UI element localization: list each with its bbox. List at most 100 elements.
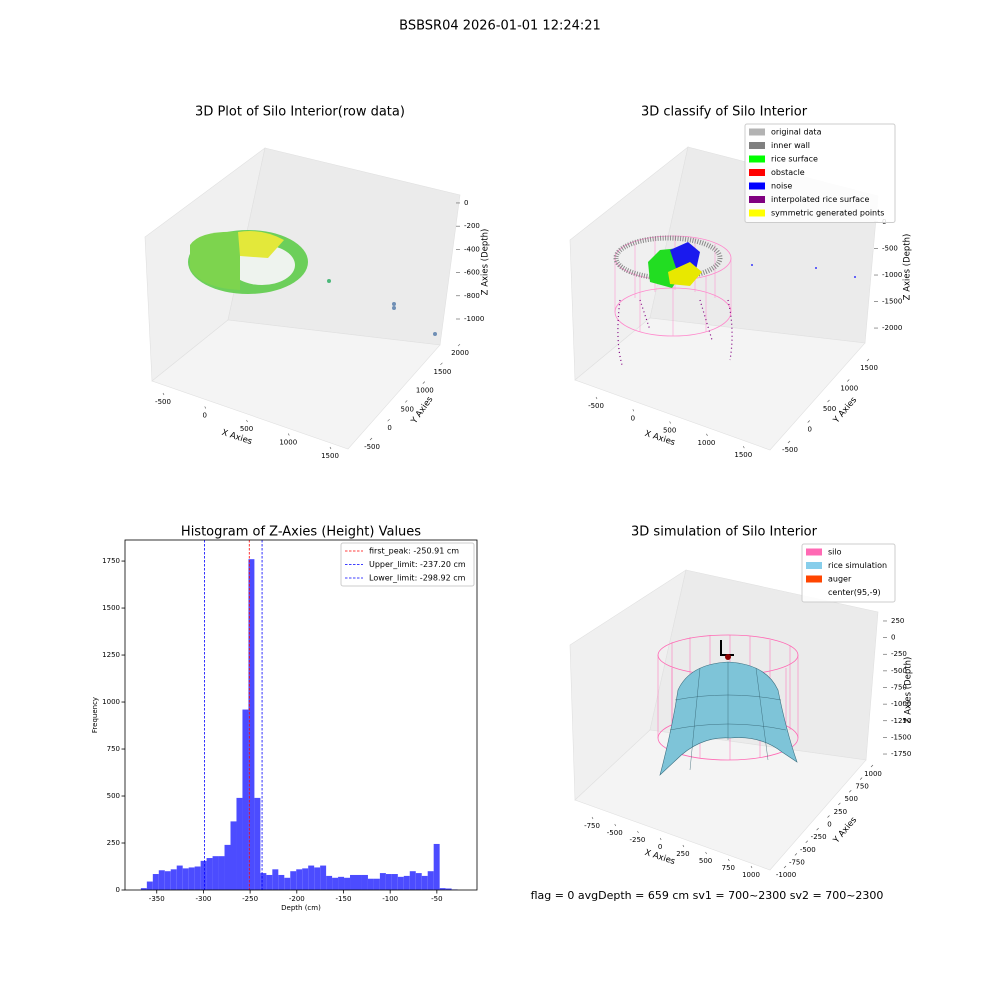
histogram-bar [355, 874, 362, 890]
tick-mark [246, 419, 248, 423]
legend-label: rice surface [771, 155, 818, 164]
point-cloud [188, 230, 437, 336]
x-tick-label: 0 [203, 412, 207, 420]
z-axis-label: Z Axies (Depth) [904, 657, 914, 724]
y-tick-label: 1750 [102, 557, 120, 565]
simulation [657, 634, 799, 776]
tick-mark [162, 392, 165, 396]
legend-box [744, 123, 896, 223]
z-tick-label: -1500 [882, 298, 902, 306]
histogram-bar [344, 877, 351, 890]
x-tick-label: -250 [630, 836, 646, 844]
point [751, 264, 753, 266]
tick-mark [838, 802, 841, 806]
histogram-bar [302, 868, 309, 890]
y-tick-label: 1000 [864, 770, 882, 778]
legend-label: Upper_limit: -237.20 cm [369, 560, 466, 569]
x-tick-label: -500 [155, 398, 171, 406]
y-tick-label: 1250 [102, 651, 120, 659]
histogram-bar [152, 874, 159, 890]
noise [670, 242, 700, 270]
tick-mark [750, 865, 753, 869]
z-tick-label: -1000 [891, 700, 911, 708]
y-tick-label: 1000 [416, 387, 434, 395]
histogram-bar [385, 874, 392, 890]
histogram-bar [272, 869, 279, 890]
legend-label: obstacle [771, 168, 805, 177]
histogram-bar [445, 888, 452, 890]
histogram-bar [230, 821, 237, 890]
histogram-bar [254, 797, 261, 890]
interpolated [617, 299, 733, 366]
z-tick-label: -750 [891, 684, 907, 692]
legend-box [340, 542, 475, 587]
y-tick-label: 500 [107, 792, 120, 800]
histogram-bar [296, 869, 303, 890]
x-tick-label: 1000 [698, 439, 716, 447]
z-tick-label: 0 [891, 634, 895, 642]
histogram-bar [164, 871, 171, 890]
tick-mark [794, 853, 798, 856]
x-tick-label: 1000 [742, 871, 760, 879]
x-tick-label: -200 [289, 895, 305, 903]
tick-mark [807, 420, 810, 423]
cloud-top [238, 231, 284, 258]
pane-floor [151, 319, 441, 450]
y-tick-label: 1000 [840, 385, 858, 393]
tick-mark [859, 777, 863, 780]
point [815, 267, 817, 269]
z-tick-label: -1000 [882, 271, 902, 279]
legend-label: silo [828, 548, 842, 557]
x-tick-label: -100 [382, 895, 398, 903]
histogram-bar [439, 888, 446, 890]
inner-wall [613, 235, 723, 281]
pane-floor [574, 317, 866, 451]
tick-mark [659, 837, 662, 841]
legend-swatch [749, 155, 765, 163]
histogram-bar [290, 871, 297, 890]
y-tick-label: 1000 [102, 698, 120, 706]
x-tick-label: -250 [242, 895, 258, 903]
z-tick-label: -500 [882, 245, 898, 253]
y-tick-label: 2000 [451, 349, 469, 357]
legend-label: Lower_limit: -298.92 cm [369, 574, 466, 583]
y-tick-label: 500 [823, 405, 836, 413]
histogram-bar [212, 856, 219, 890]
tick-mark [632, 409, 635, 412]
x-tick-label: -500 [588, 402, 604, 410]
histogram-bar [415, 873, 422, 890]
histogram-bar [236, 797, 243, 890]
histogram-bar [361, 874, 368, 890]
histogram-bar [266, 874, 273, 890]
legend-swatch [749, 169, 765, 176]
tick-mark [805, 840, 808, 843]
histogram-bar [308, 865, 315, 890]
tick-mark [682, 844, 685, 848]
z-tick-label: -1250 [891, 717, 911, 725]
y-tick-label: -500 [800, 846, 816, 854]
y-tick-label: -500 [782, 446, 798, 454]
point [854, 276, 856, 278]
histogram-bar [176, 865, 183, 890]
x-tick-label: -150 [336, 895, 352, 903]
x-tick-label: 250 [676, 850, 689, 858]
legend-swatch [806, 548, 822, 556]
legend-label: symmetric generated points [771, 209, 884, 218]
x-tick-label: -350 [149, 895, 165, 903]
y-tick-label: 500 [845, 795, 858, 803]
x-tick-label: -300 [195, 895, 211, 903]
x-tick-label: 500 [663, 427, 676, 435]
histogram-bar [188, 867, 195, 890]
auger [725, 654, 731, 660]
histogram-bar [200, 860, 207, 890]
legend-label: center(95,-9) [828, 588, 881, 597]
tick-mark [728, 858, 730, 862]
tick-mark [287, 433, 290, 436]
tick-mark [706, 433, 708, 436]
cloud-left [190, 231, 240, 290]
histogram-bar [140, 888, 147, 890]
y-tick-label: -1000 [776, 871, 796, 879]
histogram-bar [433, 843, 440, 890]
histogram-bar [182, 868, 189, 890]
